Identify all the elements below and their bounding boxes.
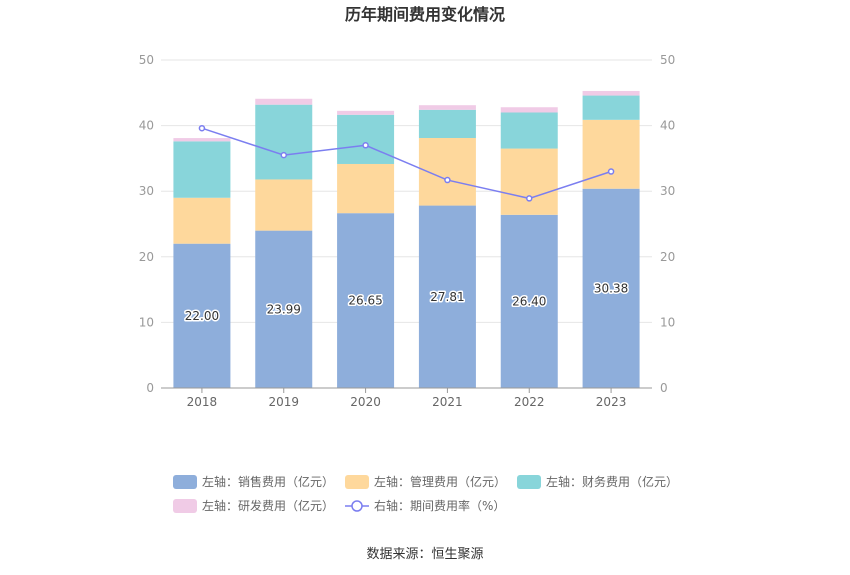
- legend-swatch: [517, 475, 541, 489]
- bar-2019-series-3: [255, 104, 313, 180]
- bar-2022-series-2: [500, 148, 558, 215]
- bars: [173, 90, 640, 388]
- chart-title: 历年期间费用变化情况: [345, 5, 505, 24]
- legend[interactable]: 左轴：销售费用（亿元） 左轴：管理费用（亿元） 左轴：财务费用（亿元） 左轴：研发费用…: [173, 474, 678, 513]
- rate-point: [444, 176, 451, 184]
- left-tick-label: 30: [139, 184, 154, 198]
- rate-line-path: [201, 127, 612, 200]
- left-tick-label: 40: [139, 119, 154, 133]
- bar-value-label: 26.65: [348, 294, 382, 308]
- bar-value-label: 26.40: [512, 294, 546, 308]
- x-axis: 2018 2019 2020 2021 2022 2023: [161, 387, 652, 409]
- x-tick-label: 2018: [187, 395, 218, 409]
- bar-2023-series-4: [582, 90, 640, 96]
- right-tick-label: 10: [660, 315, 675, 329]
- rate-point: [362, 142, 369, 149]
- bar-2018-series-3: [173, 141, 231, 198]
- bar-2018-series-1: [173, 243, 231, 388]
- source-note: 数据来源：恒生聚源: [366, 547, 483, 562]
- right-tick-label: 30: [660, 184, 675, 198]
- bar-2019-series-2: [255, 179, 313, 231]
- bar-value-label: 23.99: [267, 302, 301, 316]
- bar-2022-series-4: [500, 107, 558, 113]
- x-tick-label: 2019: [268, 395, 299, 409]
- bar-2020-series-2: [337, 163, 395, 214]
- legend-label: 左轴：销售费用（亿元）: [202, 474, 334, 489]
- bar-2022-series-1: [500, 214, 558, 388]
- right-tick-label: 20: [660, 250, 675, 264]
- bar-2021-series-1: [418, 205, 476, 388]
- legend-label: 右轴：期间费用率（%）: [374, 498, 505, 513]
- bar-2020-series-3: [337, 114, 395, 164]
- legend-swatch: [345, 475, 369, 489]
- left-tick-label: 0: [146, 381, 154, 395]
- bar-value-label: 30.38: [594, 281, 628, 295]
- legend-swatch: [173, 475, 197, 489]
- rate-line: [198, 124, 615, 202]
- bar-2021-series-4: [418, 105, 476, 110]
- left-axis: 0 10 20 30 40 50: [139, 53, 154, 395]
- rate-point: [526, 195, 533, 202]
- bar-labels: 22.00 23.99 26.65 27.81 26.40 30.38: [183, 280, 630, 324]
- bar-2019-series-1: [255, 230, 313, 388]
- x-tick-label: 2021: [432, 395, 463, 409]
- left-tick-label: 20: [139, 250, 154, 264]
- legend-item[interactable]: 右轴：期间费用率（%）: [345, 498, 505, 513]
- x-tick-label: 2023: [596, 395, 627, 409]
- legend-item[interactable]: 左轴：管理费用（亿元）: [345, 474, 506, 489]
- left-tick-label: 10: [139, 315, 154, 329]
- bar-value-label: 22.00: [185, 309, 219, 323]
- bar-2018-series-2: [173, 197, 231, 244]
- legend-item[interactable]: 左轴：研发费用（亿元）: [173, 498, 334, 513]
- rate-point: [198, 124, 206, 132]
- legend-point-swatch: [351, 500, 363, 512]
- x-tick-label: 2020: [350, 395, 381, 409]
- bar-2023-series-3: [582, 95, 640, 120]
- bar-2018-series-4: [173, 138, 231, 142]
- legend-swatch: [173, 499, 197, 513]
- bar-2023-series-1: [582, 188, 640, 388]
- legend-label: 左轴：研发费用（亿元）: [202, 498, 334, 513]
- right-tick-label: 40: [660, 119, 675, 133]
- x-tick-label: 2022: [514, 395, 545, 409]
- bar-value-label: 27.81: [430, 290, 464, 304]
- left-tick-label: 50: [139, 53, 154, 67]
- legend-item[interactable]: 左轴：销售费用（亿元）: [173, 474, 334, 489]
- bar-2019-series-4: [255, 98, 313, 105]
- bar-2021-series-3: [418, 109, 476, 138]
- legend-item[interactable]: 左轴：财务费用（亿元）: [517, 474, 678, 489]
- right-tick-label: 0: [660, 381, 668, 395]
- bar-2020-series-4: [337, 110, 395, 115]
- grid: [161, 59, 652, 323]
- right-tick-label: 50: [660, 53, 675, 67]
- legend-label: 左轴：管理费用（亿元）: [374, 474, 506, 489]
- bar-2020-series-1: [337, 213, 395, 388]
- rate-point: [280, 151, 287, 159]
- rate-point: [607, 168, 615, 175]
- bar-2022-series-3: [500, 112, 558, 149]
- right-axis: 0 10 20 30 40 50: [660, 53, 675, 395]
- legend-label: 左轴：财务费用（亿元）: [546, 474, 678, 489]
